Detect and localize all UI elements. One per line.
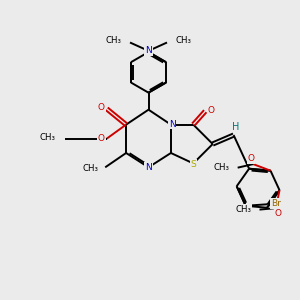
Text: CH₃: CH₃ [213, 163, 229, 172]
Text: CH₃: CH₃ [176, 36, 191, 45]
Text: CH₃: CH₃ [39, 133, 55, 142]
Text: O: O [275, 209, 282, 218]
Text: N: N [145, 46, 152, 56]
Text: Br: Br [271, 199, 281, 208]
Text: O: O [98, 103, 105, 112]
Text: O: O [98, 134, 105, 143]
Text: S: S [190, 160, 196, 169]
Text: H: H [232, 122, 240, 132]
Text: CH₃: CH₃ [106, 36, 122, 45]
Text: O: O [247, 154, 254, 163]
Text: N: N [169, 119, 176, 128]
Text: CH₃: CH₃ [235, 205, 251, 214]
Text: CH₃: CH₃ [82, 164, 99, 173]
Text: O: O [208, 106, 215, 115]
Text: N: N [145, 163, 152, 172]
